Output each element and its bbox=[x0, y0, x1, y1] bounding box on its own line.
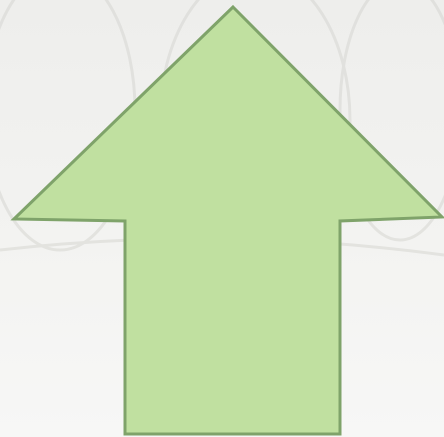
scene bbox=[0, 0, 444, 437]
page: (() => { const data = JSON.parse(documen… bbox=[0, 0, 444, 437]
